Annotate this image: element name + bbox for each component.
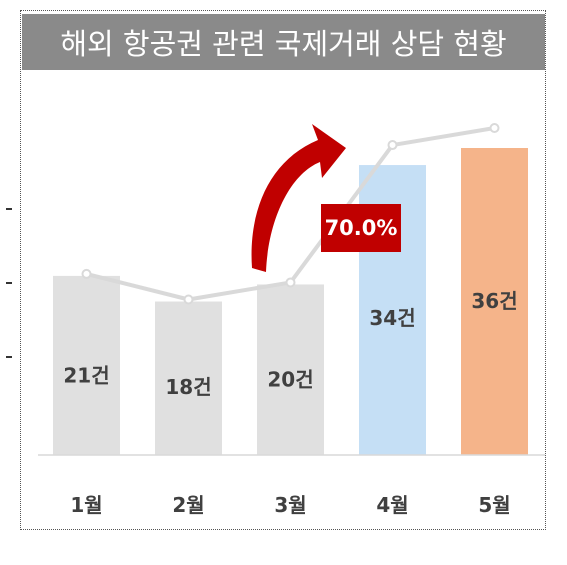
x-tick-label-4: 4월 <box>376 493 408 517</box>
bar-value-label-5: 36건 <box>471 289 517 313</box>
x-tick-label-5: 5월 <box>478 493 510 517</box>
bar-value-label-2: 18건 <box>165 375 211 399</box>
chart-frame <box>20 10 546 530</box>
growth-badge <box>321 204 401 252</box>
x-tick-label-1: 1월 <box>70 493 102 517</box>
chart-title: 해외 항공권 관련 국제거래 상담 현황 <box>22 14 545 70</box>
bar-1 <box>53 275 120 455</box>
growth-label: 70.0% <box>325 216 398 240</box>
side-dash-3 <box>6 356 12 358</box>
bar-labels-layer: 21건 18건 20건 34건 36건 <box>63 289 517 399</box>
x-tick-label-3: 3월 <box>274 493 306 517</box>
bars-layer <box>53 148 528 456</box>
bar-2 <box>155 301 222 455</box>
trend-point-5 <box>489 123 500 133</box>
trend-point-2 <box>183 294 194 305</box>
bar-value-label-3: 20건 <box>267 367 313 391</box>
trend-line-layer <box>81 123 500 305</box>
growth-arrow-icon <box>251 124 346 272</box>
growth-annotation: 70.0% <box>251 124 401 272</box>
bar-3 <box>257 284 324 455</box>
trend-point-4 <box>387 140 398 151</box>
side-dash-1 <box>6 208 12 210</box>
trend-line <box>86 126 495 302</box>
bar-5 <box>461 148 528 455</box>
bar-value-label-1: 21건 <box>63 363 109 387</box>
bar-value-label-4: 34건 <box>369 306 415 330</box>
trend-point-3 <box>285 277 296 288</box>
x-labels-layer: 1월 2월 3월 4월 5월 <box>70 493 510 517</box>
x-tick-label-2: 2월 <box>172 493 204 517</box>
trend-point-1 <box>81 268 92 279</box>
side-dash-2 <box>6 282 12 284</box>
